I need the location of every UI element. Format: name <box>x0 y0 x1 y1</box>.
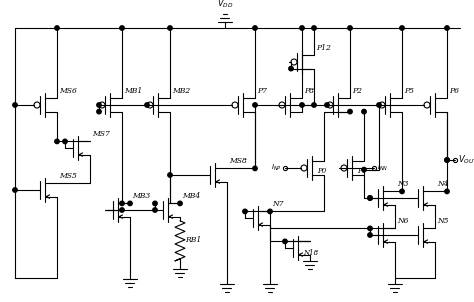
Circle shape <box>445 26 449 30</box>
Circle shape <box>253 103 257 107</box>
Circle shape <box>243 209 247 214</box>
Text: MB4: MB4 <box>182 192 200 200</box>
Text: N6: N6 <box>397 217 409 225</box>
Circle shape <box>128 201 132 206</box>
Text: I$_{NN}$: I$_{NN}$ <box>377 163 388 173</box>
Circle shape <box>445 158 449 162</box>
Text: P1: P1 <box>357 167 366 175</box>
Circle shape <box>120 201 124 206</box>
Circle shape <box>268 209 272 214</box>
Text: I$_{NP}$: I$_{NP}$ <box>271 163 282 173</box>
Circle shape <box>97 103 101 107</box>
Circle shape <box>253 166 257 171</box>
Text: MS7: MS7 <box>92 130 110 138</box>
Text: P0: P0 <box>317 167 326 175</box>
Circle shape <box>362 109 366 114</box>
Text: N3: N3 <box>397 180 409 188</box>
Text: N18: N18 <box>303 249 318 257</box>
Text: MB1: MB1 <box>124 87 142 95</box>
Circle shape <box>377 103 381 107</box>
Circle shape <box>312 103 316 107</box>
Text: P5: P5 <box>404 87 414 95</box>
Circle shape <box>445 189 449 194</box>
Circle shape <box>55 139 59 143</box>
Circle shape <box>283 239 287 244</box>
Text: N4: N4 <box>437 180 448 188</box>
Circle shape <box>300 103 304 107</box>
Circle shape <box>13 188 17 192</box>
Text: MS6: MS6 <box>59 87 77 95</box>
Circle shape <box>362 167 366 172</box>
Circle shape <box>55 26 59 30</box>
Circle shape <box>63 139 67 143</box>
Text: N7: N7 <box>272 200 283 208</box>
Text: P7: P7 <box>257 87 267 95</box>
Circle shape <box>168 173 172 177</box>
Text: N5: N5 <box>437 217 448 225</box>
Text: MB3: MB3 <box>132 192 150 200</box>
Text: RB1: RB1 <box>185 236 201 244</box>
Text: P12: P12 <box>316 44 331 52</box>
Text: V$_{OUT}$: V$_{OUT}$ <box>458 154 474 166</box>
Text: MS8: MS8 <box>229 157 247 165</box>
Circle shape <box>300 26 304 30</box>
Circle shape <box>400 189 404 194</box>
Circle shape <box>368 196 372 200</box>
Circle shape <box>97 109 101 114</box>
Circle shape <box>253 26 257 30</box>
Circle shape <box>145 103 149 107</box>
Circle shape <box>325 103 329 107</box>
Text: P6: P6 <box>449 87 459 95</box>
Circle shape <box>153 208 157 212</box>
Circle shape <box>368 226 372 231</box>
Circle shape <box>400 26 404 30</box>
Text: MS5: MS5 <box>59 172 77 180</box>
Text: P2: P2 <box>352 87 362 95</box>
Circle shape <box>120 208 124 212</box>
Text: MB2: MB2 <box>172 87 190 95</box>
Text: V$_{DD}$: V$_{DD}$ <box>217 0 233 10</box>
Circle shape <box>368 233 372 237</box>
Circle shape <box>312 26 316 30</box>
Text: P8: P8 <box>304 87 314 95</box>
Circle shape <box>153 201 157 206</box>
Circle shape <box>168 26 172 30</box>
Circle shape <box>120 26 124 30</box>
Circle shape <box>348 109 352 114</box>
Circle shape <box>289 66 293 71</box>
Circle shape <box>368 196 372 200</box>
Circle shape <box>348 26 352 30</box>
Circle shape <box>13 103 17 107</box>
Circle shape <box>178 201 182 206</box>
Circle shape <box>445 158 449 162</box>
